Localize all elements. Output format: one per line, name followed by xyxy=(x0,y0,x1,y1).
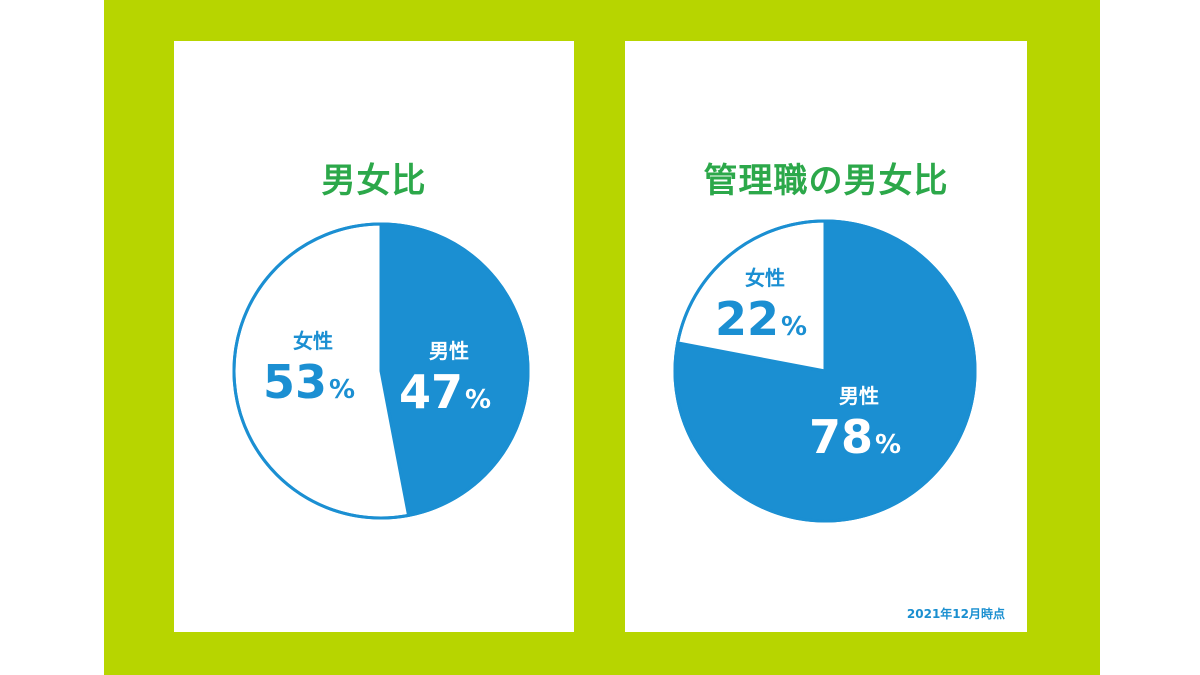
pie-outline xyxy=(232,222,530,520)
manager-gender-ratio-panel: 管理職の男女比 男性 78% 女性 22% 2021年12月時点 xyxy=(625,41,1027,632)
slice-percent-unit: % xyxy=(781,312,807,342)
slice-category-label: 男性 xyxy=(839,384,879,408)
pie-outline xyxy=(673,219,977,523)
slice-value-label: 47% xyxy=(399,365,491,419)
slice-percent-value: 53 xyxy=(263,355,327,409)
slice-percent-unit: % xyxy=(875,430,901,460)
gender-ratio-panel: 男女比 男性 47% 女性 53% xyxy=(174,41,574,632)
slice-percent-unit: % xyxy=(329,375,355,405)
slice-category-label: 男性 xyxy=(429,339,469,363)
slice-percent-value: 78 xyxy=(809,410,873,464)
slice-value-label: 22% xyxy=(715,292,807,346)
slice-value-label: 78% xyxy=(809,410,901,464)
chart-title: 管理職の男女比 xyxy=(703,161,949,201)
date-note: 2021年12月時点 xyxy=(906,607,1005,621)
slice-percent-value: 22 xyxy=(715,292,779,346)
slice-category-label: 女性 xyxy=(293,329,333,353)
slice-percent-unit: % xyxy=(465,385,491,415)
slice-percent-value: 47 xyxy=(399,365,463,419)
slice-category-label: 女性 xyxy=(745,266,785,290)
chart-title: 男女比 xyxy=(321,161,427,201)
slice-value-label: 53% xyxy=(263,355,355,409)
